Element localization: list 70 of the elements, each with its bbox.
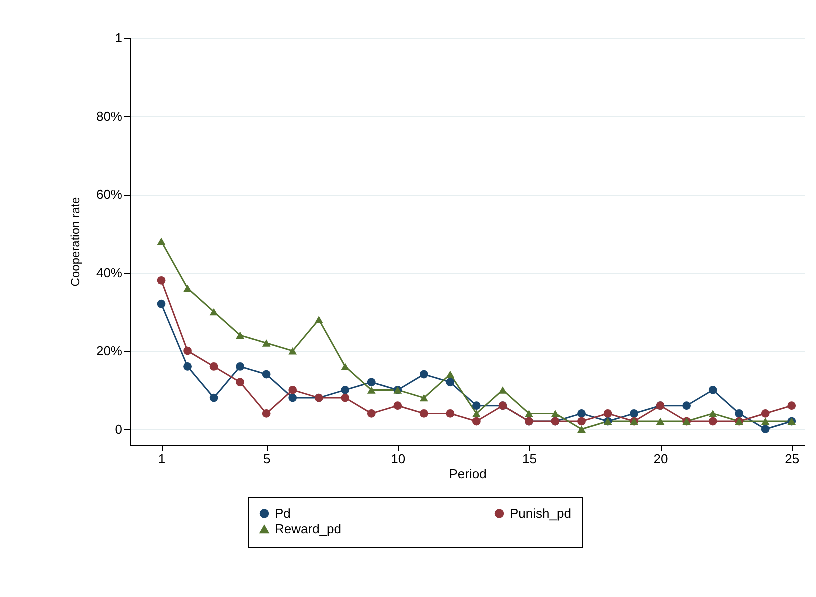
y-tick-label: 60% (96, 187, 123, 202)
x-tick-label: 5 (263, 452, 271, 466)
point (578, 426, 586, 433)
x-axis-title: Period (449, 466, 487, 482)
point (682, 402, 691, 410)
point (708, 410, 718, 418)
point (288, 347, 298, 355)
y-tick-label: 20% (96, 344, 123, 359)
point (525, 410, 534, 418)
point (420, 370, 428, 379)
point (157, 276, 166, 285)
point (761, 418, 770, 426)
point (288, 394, 298, 402)
point (604, 410, 612, 418)
point (236, 332, 244, 340)
y-tick-label: 0 (115, 422, 122, 437)
legend-label: Reward_pd (275, 522, 342, 536)
point (788, 402, 796, 410)
point (472, 402, 481, 410)
x-tick-label: 10 (391, 452, 406, 466)
point (367, 378, 376, 387)
point (210, 308, 218, 316)
point (262, 340, 271, 347)
point (341, 394, 350, 402)
point (630, 410, 638, 418)
point (341, 386, 350, 394)
x-tick-label: 25 (785, 452, 800, 466)
point (262, 410, 271, 418)
point (184, 346, 192, 356)
legend-label: Pd (275, 506, 291, 521)
point (446, 410, 455, 418)
point (367, 410, 376, 418)
point (761, 425, 770, 434)
point (236, 362, 244, 371)
point (472, 410, 481, 418)
point (578, 410, 586, 418)
point (551, 410, 560, 418)
y-tick-label: 1 (115, 30, 122, 46)
point (367, 386, 376, 394)
point (708, 417, 718, 426)
point (157, 300, 166, 308)
y-tick-label: 40% (96, 265, 123, 280)
point (314, 316, 324, 324)
point (288, 386, 298, 394)
point (210, 362, 218, 371)
y-tick-label: 80% (96, 108, 123, 124)
point (184, 284, 192, 292)
y-axis-title: Cooperation rate (68, 196, 82, 287)
x-tick-label: 15 (522, 452, 537, 466)
x-tick-label: 1 (158, 452, 166, 466)
point (210, 394, 218, 402)
point (446, 370, 455, 378)
point (446, 378, 455, 387)
point (420, 410, 428, 418)
point (498, 386, 508, 394)
x-tick-label: 20 (654, 452, 668, 466)
point (262, 370, 271, 379)
point (578, 417, 586, 426)
point (656, 418, 665, 426)
point (394, 402, 402, 410)
point (184, 362, 192, 371)
point (472, 417, 481, 426)
point (341, 363, 350, 370)
point (157, 238, 166, 246)
point (735, 410, 744, 418)
legend-label: Punish_pd (510, 506, 572, 521)
point (236, 378, 244, 387)
point (761, 410, 770, 418)
point (708, 386, 718, 394)
point (420, 394, 428, 402)
